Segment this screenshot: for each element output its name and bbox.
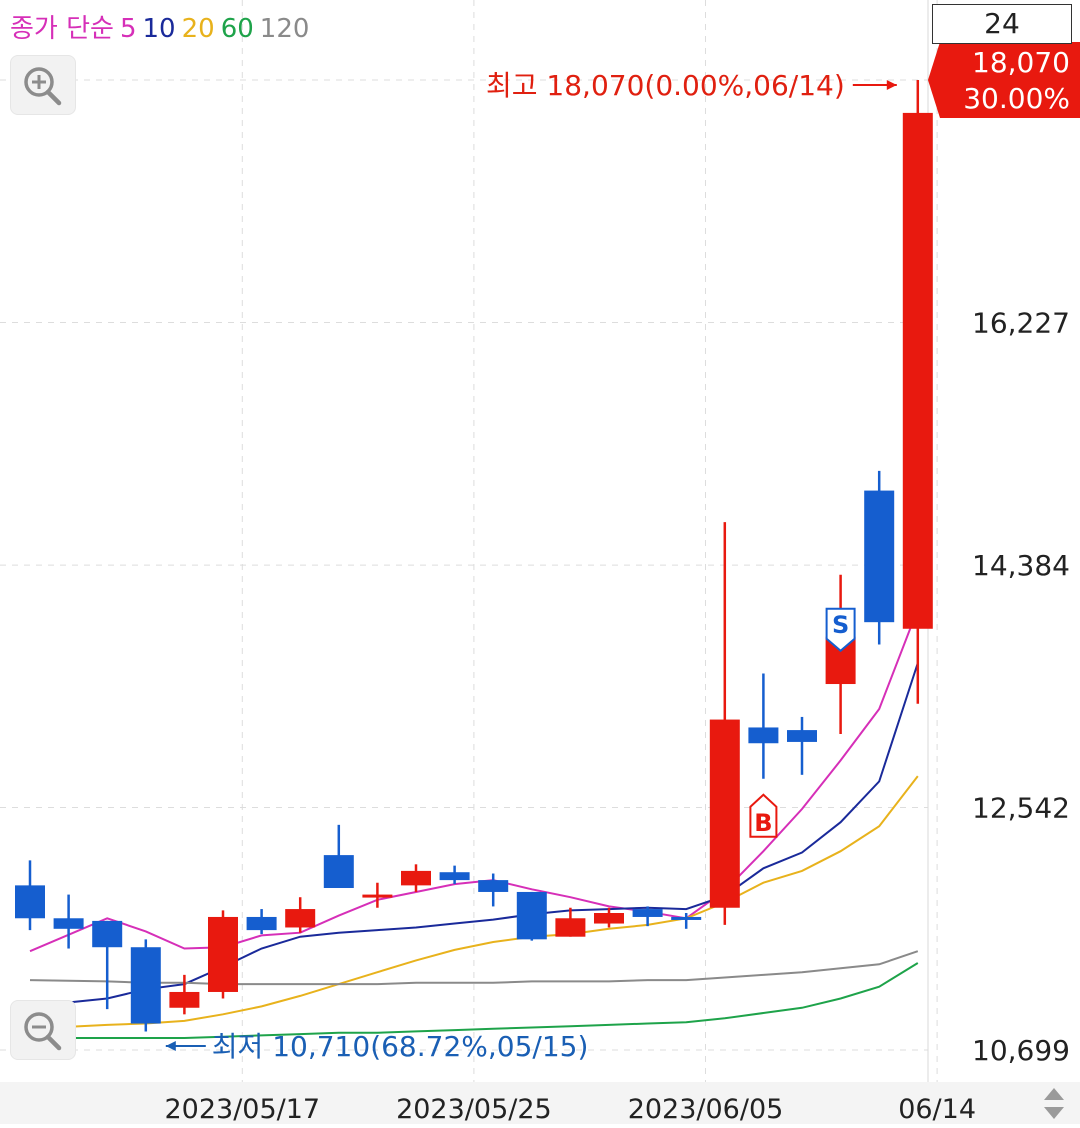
- candle-body: [246, 916, 277, 931]
- candle-up: [362, 882, 393, 908]
- candle-body: [632, 909, 663, 917]
- x-tick-label: 2023/06/05: [628, 1094, 784, 1124]
- ma-line-20: [29, 775, 919, 1030]
- legend-item-10: 10: [142, 14, 176, 44]
- candle-down: [439, 865, 470, 885]
- y-tick-label: 14,384: [972, 549, 1070, 582]
- candle-down: [15, 860, 45, 931]
- x-axis: 2023/05/17 2023/05/25 2023/06/05 06/14: [164, 1094, 976, 1124]
- candle-body: [208, 916, 238, 992]
- candle-body: [748, 727, 779, 744]
- candle-body: [323, 855, 354, 889]
- candle-down: [130, 939, 161, 1032]
- low-annotation: 최저 10,710(68.72%,05/15): [212, 1030, 589, 1063]
- candle-body: [130, 947, 161, 1024]
- current-price: 18,070: [972, 46, 1070, 79]
- candle-down: [246, 909, 277, 935]
- period-box[interactable]: 24: [932, 4, 1072, 44]
- current-change: 30.00%: [963, 82, 1070, 115]
- sell-signal-marker: S: [825, 607, 856, 653]
- candle-body: [285, 909, 316, 928]
- candle-body: [439, 872, 470, 881]
- signal-flag: [825, 607, 856, 653]
- candle-down: [53, 894, 84, 949]
- candle-down: [671, 913, 702, 929]
- candle-up: [594, 907, 624, 928]
- signal-flag: [749, 793, 778, 838]
- candle-body: [902, 112, 933, 629]
- candle-down: [323, 824, 354, 889]
- candle-down: [516, 891, 547, 941]
- candle-body: [362, 894, 393, 898]
- candle-up: [902, 80, 933, 704]
- candle-down: [478, 873, 509, 907]
- candle-up: [401, 864, 431, 892]
- candle-up: [285, 897, 316, 933]
- candle-body: [671, 916, 702, 920]
- zoom-out-icon: [24, 1012, 62, 1051]
- scroll-arrows[interactable]: [1028, 1082, 1080, 1124]
- high-annotation: 최고 18,070(0.00%,06/14): [486, 69, 845, 102]
- candle-body: [478, 880, 509, 892]
- trade-signals: BS: [749, 607, 856, 838]
- candle-body: [169, 991, 200, 1008]
- legend-item-120: 120: [259, 14, 310, 44]
- candle-body: [15, 885, 45, 919]
- buy-signal-marker: B: [749, 793, 778, 838]
- candle-down: [748, 673, 779, 779]
- legend-title: 종가 단순: [10, 14, 114, 44]
- candle-body: [92, 920, 123, 948]
- x-tick-label: 2023/05/25: [396, 1094, 552, 1124]
- candle-down: [632, 906, 663, 927]
- candle-down: [92, 920, 123, 1010]
- legend-item-60: 60: [220, 14, 254, 44]
- signal-label: B: [754, 809, 772, 837]
- candle-body: [709, 719, 740, 908]
- current-price-tag: [928, 42, 1080, 118]
- candle-up: [555, 907, 586, 937]
- plot-background: [0, 0, 928, 1082]
- zoom-in-button[interactable]: [10, 55, 76, 115]
- legend-item-5: 5: [119, 14, 137, 44]
- candle-body: [516, 891, 547, 940]
- ma-line-60: [30, 962, 919, 1039]
- annotations: 최고 18,070(0.00%,06/14) 최저 10,710(68.72%,0…: [165, 42, 1080, 1063]
- candle-up: [709, 522, 740, 925]
- zoom-out-button[interactable]: [10, 1000, 76, 1060]
- y-tick-label: 10,699: [972, 1034, 1070, 1067]
- x-tick-label: 2023/05/17: [164, 1094, 320, 1124]
- x-axis-band: [0, 1082, 1080, 1124]
- candle-body: [864, 490, 895, 623]
- candle-body: [594, 913, 624, 924]
- x-tick-label: 06/14: [898, 1094, 976, 1124]
- candle-down: [787, 716, 817, 775]
- low-arrow-head: [165, 1041, 176, 1051]
- candle-up: [169, 974, 200, 1015]
- candle-down: [864, 470, 895, 645]
- up-down-arrows-icon: [1044, 1088, 1064, 1119]
- legend-item-20: 20: [181, 14, 215, 44]
- high-arrow-head: [886, 80, 897, 90]
- signal-label: S: [832, 611, 849, 639]
- y-tick-label: 16,227: [972, 307, 1070, 340]
- candle-body: [787, 730, 817, 742]
- candle-body: [401, 870, 431, 886]
- legend: 종가 단순 5 10 20 60 120: [10, 8, 315, 45]
- y-axis: 16,227 14,384 12,542 10,699: [972, 307, 1070, 1067]
- zoom-in-icon: [24, 67, 62, 106]
- y-tick-label: 12,542: [972, 791, 1070, 824]
- candle-body: [53, 918, 84, 929]
- candle-body: [555, 918, 586, 937]
- candle-up: [208, 910, 238, 999]
